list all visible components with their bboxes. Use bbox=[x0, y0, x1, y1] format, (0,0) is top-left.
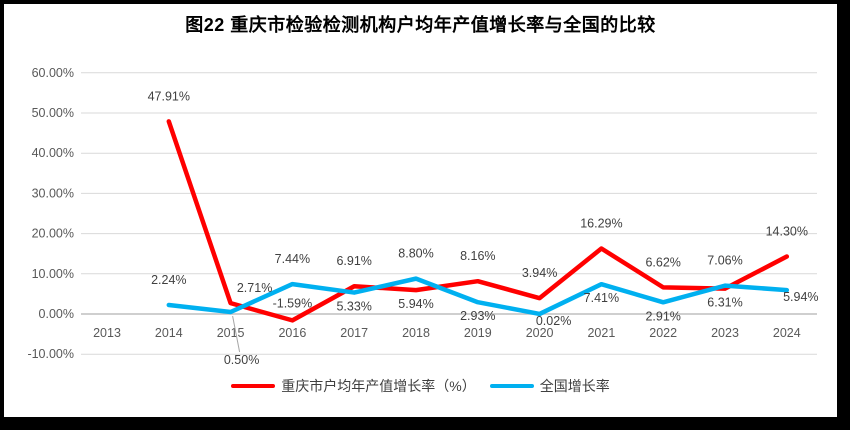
data-label: 5.94% bbox=[398, 297, 433, 311]
series-line-1 bbox=[166, 276, 790, 317]
data-label: 8.80% bbox=[398, 247, 433, 261]
legend-item-chongqing: 重庆市户均年产值增长率（%） bbox=[231, 376, 476, 396]
data-label: 2.71% bbox=[237, 281, 272, 295]
x-tick-label: 2020 bbox=[526, 326, 554, 340]
data-label: 7.41% bbox=[584, 291, 619, 305]
chart-title: 图22 重庆市检验检测机构户均年产值增长率与全国的比较 bbox=[185, 15, 656, 35]
data-label: 7.06% bbox=[707, 254, 742, 268]
y-tick-label: 60.00% bbox=[32, 66, 74, 80]
x-tick-label: 2024 bbox=[773, 326, 801, 340]
data-label: 7.44% bbox=[275, 252, 310, 266]
legend-marker-national-icon bbox=[489, 384, 534, 388]
data-label: 0.02% bbox=[536, 314, 571, 328]
x-tick-label: 2013 bbox=[93, 326, 121, 340]
data-label: 6.62% bbox=[645, 255, 680, 269]
x-tick-label: 2016 bbox=[278, 326, 306, 340]
data-label: 14.30% bbox=[766, 225, 808, 239]
y-tick-label: 50.00% bbox=[32, 106, 74, 120]
data-label: 16.29% bbox=[580, 217, 622, 231]
data-label: 0.50% bbox=[224, 353, 259, 367]
data-label: 2.93% bbox=[460, 309, 495, 323]
y-tick-label: 10.00% bbox=[32, 267, 74, 281]
data-label: 2.24% bbox=[151, 273, 186, 287]
x-tick-label: 2014 bbox=[155, 326, 183, 340]
x-tick-label: 2017 bbox=[340, 326, 368, 340]
data-label: -1.59% bbox=[273, 296, 313, 310]
legend-label-national: 全国增长率 bbox=[539, 378, 610, 394]
y-tick-label: 0.00% bbox=[39, 307, 74, 321]
data-label: 6.31% bbox=[707, 296, 742, 310]
x-tick-label: 2015 bbox=[217, 326, 245, 340]
x-tick-label: 2018 bbox=[402, 326, 430, 340]
data-label: 2.91% bbox=[645, 309, 680, 323]
data-label: 8.16% bbox=[460, 249, 495, 263]
y-tick-label: 20.00% bbox=[32, 227, 74, 241]
legend: 重庆市户均年产值增长率（%） 全国增长率 bbox=[4, 376, 837, 396]
data-label: 6.91% bbox=[336, 254, 371, 268]
data-label: 3.94% bbox=[522, 266, 557, 280]
data-label: 5.33% bbox=[336, 300, 371, 314]
y-tick-label: 30.00% bbox=[32, 186, 74, 200]
y-tick-label: 40.00% bbox=[32, 146, 74, 160]
legend-marker-chongqing-icon bbox=[231, 384, 276, 388]
legend-item-national: 全国增长率 bbox=[489, 376, 610, 396]
legend-label-chongqing: 重庆市户均年产值增长率（%） bbox=[281, 378, 476, 394]
data-label: 47.91% bbox=[148, 89, 190, 103]
y-tick-label: -10.00% bbox=[27, 347, 74, 361]
x-tick-label: 2022 bbox=[649, 326, 677, 340]
chart-svg: 60.00% 50.00% 40.00% 30.00% 20.00% 10.00% 0.00… bbox=[27, 66, 818, 367]
data-label: 5.94% bbox=[783, 290, 818, 304]
x-tick-label: 2023 bbox=[711, 326, 739, 340]
x-tick-label: 2019 bbox=[464, 326, 492, 340]
series-line-0 bbox=[166, 119, 790, 323]
x-tick-label: 2021 bbox=[587, 326, 615, 340]
leader-line bbox=[232, 315, 241, 353]
